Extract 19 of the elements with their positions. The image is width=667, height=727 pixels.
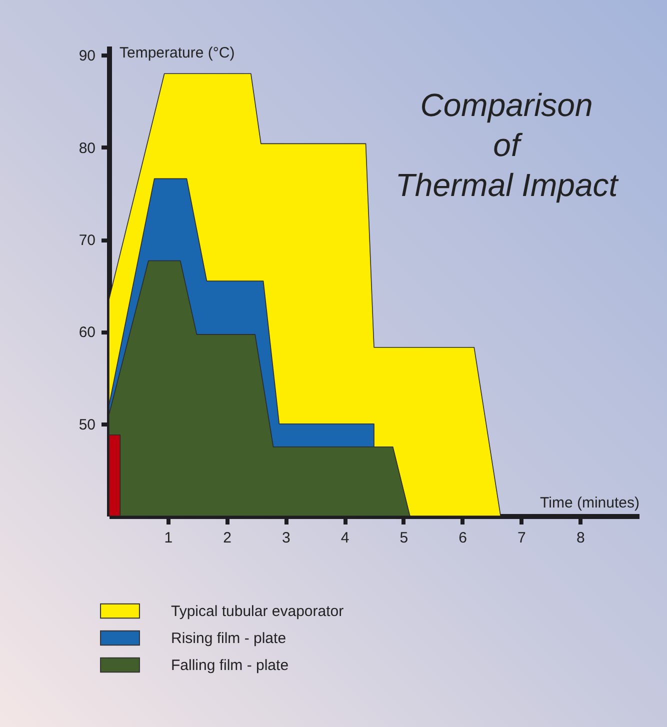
x-tick-label: 1 <box>164 530 173 546</box>
y-tick-label: 70 <box>78 232 96 250</box>
y-tick-label: 80 <box>78 140 96 157</box>
x-tick-label: 5 <box>400 530 408 546</box>
y-axis-title: Temperature (°C) <box>120 44 235 62</box>
x-axis-title: Time (minutes) <box>540 494 640 512</box>
x-tick-label: 6 <box>458 530 468 546</box>
y-tick-label: 90 <box>78 48 96 65</box>
y-tick-label: 60 <box>78 324 96 342</box>
x-tick-label: 4 <box>340 530 350 546</box>
legend-label: Falling film - plate <box>171 657 289 674</box>
text: Comparison of Thermal Impact <box>395 87 619 203</box>
y-tick-label: 50 <box>78 416 96 434</box>
legend-label: Typical tubular evaporator <box>171 603 344 620</box>
x-tick-label: 2 <box>223 530 232 546</box>
x-tick-label: 7 <box>518 530 526 546</box>
x-tick-label: 3 <box>282 530 290 546</box>
legend-label: Rising film - plate <box>171 630 286 647</box>
x-tick-label: 8 <box>576 530 585 546</box>
